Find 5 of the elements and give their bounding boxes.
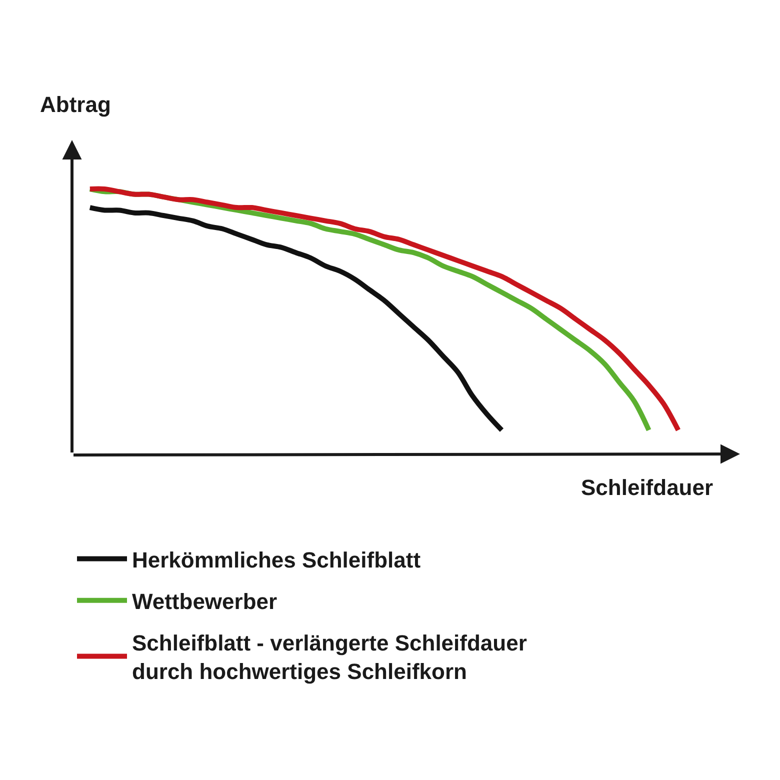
legend-label: Schleifblatt - verlängerte Schleifdauer durch hochwertiges Schleifkorn <box>132 630 528 684</box>
x-axis-title: Schleifdauer <box>581 475 714 500</box>
legend-label: Wettbewerber <box>132 588 278 614</box>
legend-label: Herkömmliches Schleifblatt <box>132 547 422 572</box>
y-axis-title: Abtrag <box>40 92 111 117</box>
